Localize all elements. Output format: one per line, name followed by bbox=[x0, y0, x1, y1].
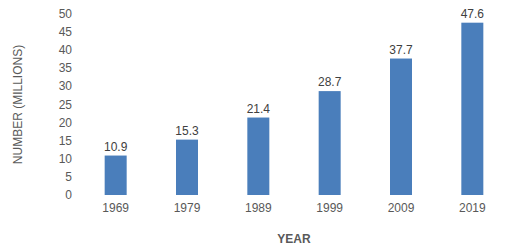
chart: 0 5 10 15 20 25 30 35 40 45 50 10.9 15.3 21.4 28.7 37.7… bbox=[0, 0, 513, 250]
y-axis-title: NUMBER (MILLIONS) bbox=[11, 45, 25, 164]
bar bbox=[319, 91, 341, 195]
y-tick-label: 50 bbox=[59, 7, 73, 21]
bar bbox=[390, 59, 412, 195]
x-tick-label: 1999 bbox=[316, 201, 343, 215]
y-tick-label: 20 bbox=[59, 116, 73, 130]
y-tick-label: 15 bbox=[59, 134, 73, 148]
x-tick-label: 2019 bbox=[459, 201, 486, 215]
x-tick-label: 1989 bbox=[245, 201, 272, 215]
bar bbox=[176, 140, 198, 195]
x-tick-label: 1979 bbox=[174, 201, 201, 215]
bar bbox=[461, 23, 483, 195]
data-label: 10.9 bbox=[104, 140, 128, 154]
x-tick-label: 2009 bbox=[388, 201, 415, 215]
y-tick-label: 0 bbox=[65, 188, 72, 202]
x-axis-title: YEAR bbox=[277, 232, 311, 246]
y-tick-label: 40 bbox=[59, 43, 73, 57]
data-label: 37.7 bbox=[389, 43, 413, 57]
data-label: 15.3 bbox=[175, 124, 199, 138]
x-tick-label: 1969 bbox=[102, 201, 129, 215]
bar bbox=[105, 156, 127, 195]
y-tick-label: 5 bbox=[65, 170, 72, 184]
data-label: 47.6 bbox=[461, 7, 485, 21]
y-tick-label: 30 bbox=[59, 79, 73, 93]
y-tick-label: 10 bbox=[59, 152, 73, 166]
data-label: 28.7 bbox=[318, 75, 342, 89]
bars bbox=[105, 23, 484, 195]
bar bbox=[247, 118, 269, 195]
y-tick-label: 25 bbox=[59, 98, 73, 112]
y-tick-label: 35 bbox=[59, 61, 73, 75]
y-tick-label: 45 bbox=[59, 25, 73, 39]
data-label: 21.4 bbox=[247, 102, 271, 116]
